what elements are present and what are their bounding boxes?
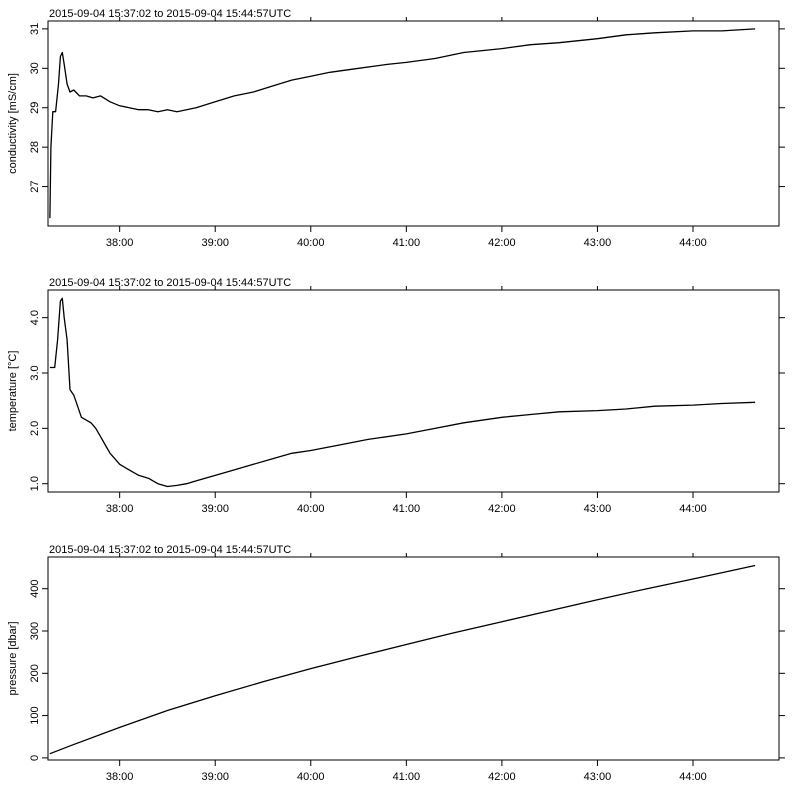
pressure-series-line xyxy=(49,564,756,755)
pressure-plot-frame xyxy=(47,556,780,761)
temperature-x-tick-label: 42:00 xyxy=(488,503,516,515)
pressure-x-tick-label: 39:00 xyxy=(201,771,229,783)
conductivity-y-tick-label: 27 xyxy=(29,180,41,192)
temperature-x-tick-label: 38:00 xyxy=(106,503,134,515)
conductivity-panel: 2015-09-04 15:37:02 to 2015-09-04 15:44:… xyxy=(7,8,785,249)
pressure-y-tick-label: 400 xyxy=(29,580,41,598)
pressure-y-tick-label: 300 xyxy=(29,622,41,640)
temperature-y-axis-label: temperature [°C] xyxy=(7,351,19,432)
pressure-panel-title: 2015-09-04 15:37:02 to 2015-09-04 15:44:… xyxy=(49,544,291,556)
temperature-y-tick-label: 4.0 xyxy=(29,310,41,325)
pressure-panel: 2015-09-04 15:37:02 to 2015-09-04 15:44:… xyxy=(7,544,785,783)
temperature-x-tick-label: 41:00 xyxy=(393,503,421,515)
conductivity-x-tick-label: 44:00 xyxy=(679,237,707,249)
temperature-y-tick-label: 1.0 xyxy=(29,476,41,491)
pressure-y-tick-label: 0 xyxy=(29,755,41,761)
conductivity-y-tick-label: 30 xyxy=(29,62,41,74)
conductivity-y-axis-label: conductivity [mS/cm] xyxy=(7,73,19,174)
conductivity-x-tick-label: 42:00 xyxy=(488,237,516,249)
conductivity-x-tick-label: 41:00 xyxy=(393,237,421,249)
temperature-panel-title: 2015-09-04 15:37:02 to 2015-09-04 15:44:… xyxy=(49,277,291,289)
pressure-y-tick-label: 100 xyxy=(29,706,41,724)
pressure-x-tick-label: 44:00 xyxy=(679,771,707,783)
conductivity-x-tick-label: 43:00 xyxy=(584,237,612,249)
pressure-x-tick-label: 43:00 xyxy=(584,771,612,783)
conductivity-y-tick-label: 29 xyxy=(29,102,41,114)
pressure-y-axis-label: pressure [dbar] xyxy=(7,622,19,696)
conductivity-y-tick-label: 28 xyxy=(29,141,41,153)
temperature-y-tick-label: 2.0 xyxy=(29,421,41,436)
temperature-series-line xyxy=(49,297,756,488)
conductivity-panel-title: 2015-09-04 15:37:02 to 2015-09-04 15:44:… xyxy=(49,8,291,20)
temperature-y-tick-label: 3.0 xyxy=(29,365,41,380)
pressure-y-tick-label: 200 xyxy=(29,664,41,682)
conductivity-x-tick-label: 39:00 xyxy=(201,237,229,249)
temperature-x-tick-label: 43:00 xyxy=(584,503,612,515)
pressure-x-tick-label: 41:00 xyxy=(393,771,421,783)
pressure-x-tick-label: 38:00 xyxy=(106,771,134,783)
conductivity-y-tick-label: 31 xyxy=(29,23,41,35)
conductivity-x-tick-label: 40:00 xyxy=(297,237,325,249)
pressure-x-tick-label: 42:00 xyxy=(488,771,516,783)
conductivity-series-line xyxy=(49,28,756,219)
temperature-plot-frame xyxy=(47,289,780,493)
temperature-x-tick-label: 44:00 xyxy=(679,503,707,515)
pressure-x-tick-label: 40:00 xyxy=(297,771,325,783)
temperature-x-tick-label: 40:00 xyxy=(297,503,325,515)
temperature-panel: 2015-09-04 15:37:02 to 2015-09-04 15:44:… xyxy=(7,277,785,515)
temperature-x-tick-label: 39:00 xyxy=(201,503,229,515)
conductivity-plot-frame xyxy=(47,20,780,227)
conductivity-x-tick-label: 38:00 xyxy=(106,237,134,249)
